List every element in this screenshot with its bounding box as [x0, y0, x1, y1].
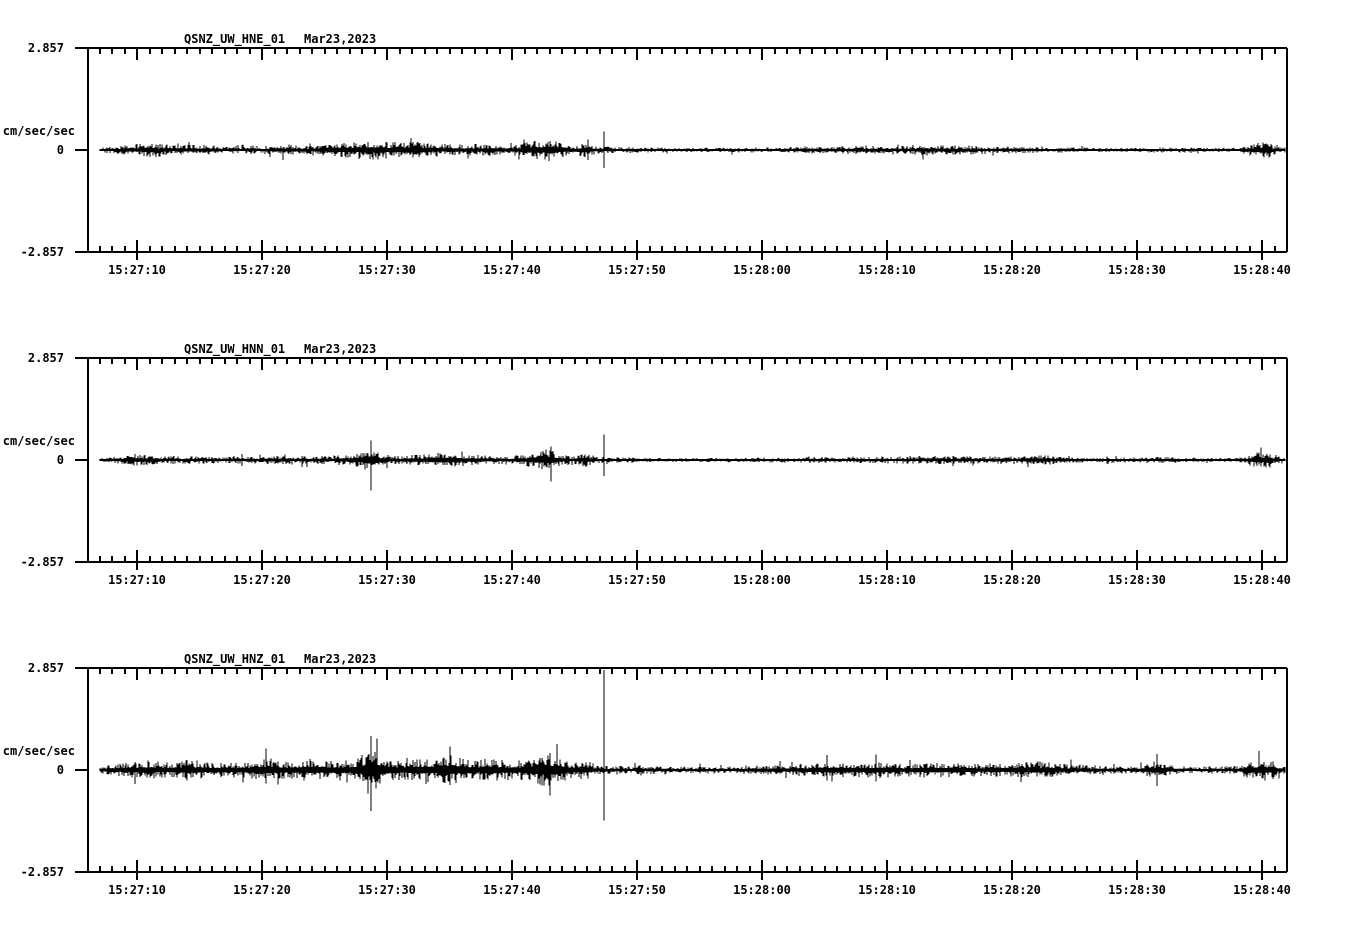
x-axis-tick-label: 15:28:10: [858, 263, 916, 277]
y-axis-zero-label: 0: [56, 143, 64, 157]
x-axis-tick-label: 15:27:40: [483, 883, 541, 897]
y-axis-zero-label: 0: [56, 453, 64, 467]
x-axis-tick-label: 15:28:10: [858, 573, 916, 587]
x-axis-tick-label: 15:28:30: [1108, 263, 1166, 277]
seismogram-panel-hne: QSNZ_UW_HNE_01 Mar23,2023 2.857 cm/sec/s…: [0, 0, 1358, 310]
x-axis-tick-label: 15:28:30: [1108, 573, 1166, 587]
y-axis-max-label: 2.857: [27, 351, 64, 365]
x-axis-tick-label: 15:28:40: [1233, 573, 1291, 587]
x-axis-tick-label: 15:27:30: [358, 263, 416, 277]
x-axis-tick-label: 15:28:00: [733, 573, 791, 587]
x-axis-tick-label: 15:28:30: [1108, 883, 1166, 897]
waveform-plot: [75, 357, 1288, 570]
x-axis-tick-label: 15:28:20: [983, 883, 1041, 897]
seismogram-panel-hnz: QSNZ_UW_HNZ_01 Mar23,2023 2.857 cm/sec/s…: [0, 620, 1358, 930]
x-axis-tick-label: 15:27:10: [108, 883, 166, 897]
x-axis-tick-label: 15:27:20: [233, 573, 291, 587]
y-axis-units-label: cm/sec/sec: [2, 434, 75, 448]
chart-title-date: Mar23,2023: [304, 652, 377, 666]
x-axis-tick-label: 15:27:40: [483, 573, 541, 587]
chart-title-station: QSNZ_UW_HNE_01: [184, 32, 286, 46]
x-axis-tick-label: 15:28:40: [1233, 263, 1291, 277]
y-axis-units-label: cm/sec/sec: [2, 124, 75, 138]
x-axis-tick-label: 15:27:30: [358, 573, 416, 587]
x-axis-tick-label: 15:27:10: [108, 263, 166, 277]
y-axis-max-label: 2.857: [27, 661, 64, 675]
x-axis-tick-label: 15:27:20: [233, 263, 291, 277]
y-axis-units-label: cm/sec/sec: [2, 744, 75, 758]
x-axis-tick-label: 15:28:10: [858, 883, 916, 897]
waveform-plot: [75, 667, 1288, 880]
x-axis-tick-label: 15:27:20: [233, 883, 291, 897]
y-axis-max-label: 2.857: [27, 41, 64, 55]
x-axis-tick-label: 15:27:50: [608, 883, 666, 897]
x-axis-tick-label: 15:27:50: [608, 263, 666, 277]
seismogram-panel-hnn: QSNZ_UW_HNN_01 Mar23,2023 2.857 cm/sec/s…: [0, 310, 1358, 620]
x-axis-tick-label: 15:28:00: [733, 883, 791, 897]
x-axis-tick-label: 15:28:40: [1233, 883, 1291, 897]
x-axis-tick-label: 15:28:20: [983, 573, 1041, 587]
x-axis-tick-label: 15:27:40: [483, 263, 541, 277]
y-axis-min-label: -2.857: [20, 865, 64, 879]
y-axis-zero-label: 0: [56, 763, 64, 777]
x-axis-tick-label: 15:27:10: [108, 573, 166, 587]
x-axis-tick-label: 15:27:30: [358, 883, 416, 897]
y-axis-min-label: -2.857: [20, 555, 64, 569]
chart-title-date: Mar23,2023: [304, 32, 377, 46]
chart-title-station: QSNZ_UW_HNN_01: [184, 342, 286, 356]
chart-title-date: Mar23,2023: [304, 342, 377, 356]
y-axis-min-label: -2.857: [20, 245, 64, 259]
x-axis-tick-label: 15:27:50: [608, 573, 666, 587]
waveform-plot: [75, 47, 1288, 260]
x-axis-tick-label: 15:28:00: [733, 263, 791, 277]
x-axis-tick-label: 15:28:20: [983, 263, 1041, 277]
chart-title-station: QSNZ_UW_HNZ_01: [184, 652, 286, 666]
